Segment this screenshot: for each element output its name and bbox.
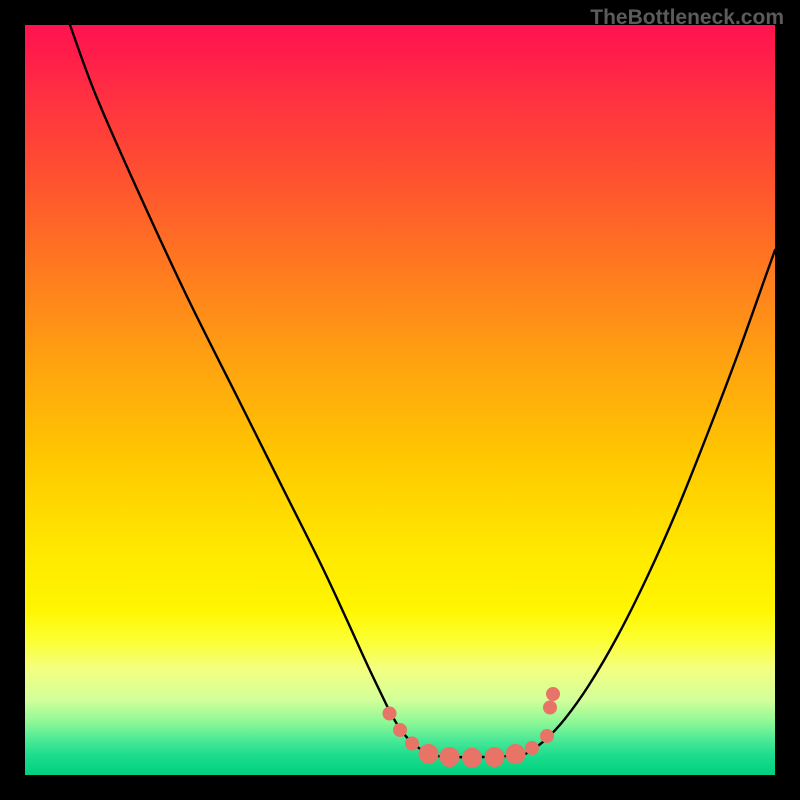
- data-marker: [394, 724, 407, 737]
- data-marker: [463, 748, 482, 767]
- data-marker: [541, 730, 554, 743]
- data-marker: [419, 745, 438, 764]
- data-marker: [547, 688, 560, 701]
- data-marker: [506, 745, 525, 764]
- data-marker: [485, 748, 504, 767]
- data-marker: [526, 742, 539, 755]
- chart-stage: TheBottleneck.com: [0, 0, 800, 800]
- data-marker: [544, 701, 557, 714]
- data-marker: [406, 737, 419, 750]
- plot-background-gradient: [25, 25, 775, 775]
- bottleneck-chart: [0, 0, 800, 800]
- data-marker: [440, 748, 459, 767]
- watermark-text: TheBottleneck.com: [590, 6, 784, 30]
- data-marker: [383, 707, 396, 720]
